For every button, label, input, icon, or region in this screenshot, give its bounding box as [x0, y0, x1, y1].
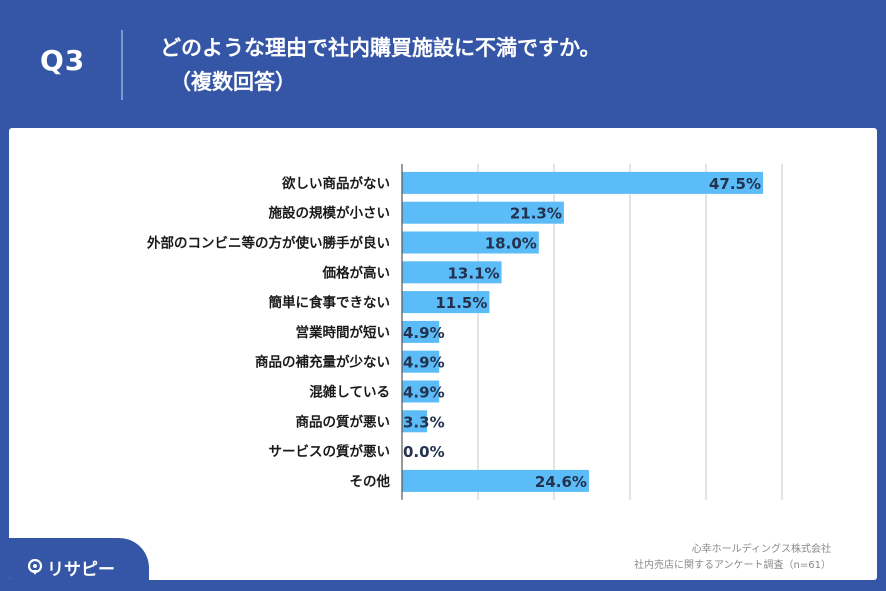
data-label: 11.5%: [435, 294, 487, 312]
brand-tab: [9, 538, 149, 580]
data-label: 24.6%: [535, 473, 587, 491]
data-label: 4.9%: [403, 384, 445, 402]
bar: [402, 350, 440, 373]
data-label: 13.1%: [448, 264, 500, 282]
question-number: Q3: [40, 44, 86, 77]
bar: [402, 410, 428, 433]
bar: [402, 171, 763, 194]
bar: [402, 261, 502, 284]
category-label: サービスの質が悪い: [269, 443, 391, 460]
data-label: 4.9%: [403, 354, 445, 372]
bar: [402, 320, 440, 343]
category-label: 施設の規模が小さい: [269, 205, 391, 222]
header-divider: [121, 30, 123, 100]
category-label: 簡単に食事できない: [269, 294, 391, 311]
category-label: その他: [350, 473, 391, 490]
data-label: 0.0%: [403, 443, 445, 461]
chart-panel: 欲しい商品がない 47.5% 施設の規模が小さい 21.3% 外部のコンビニ等の方が使い…: [9, 128, 877, 580]
category-label: 営業時間が短い: [296, 324, 391, 341]
category-label: 混雑している: [309, 384, 390, 401]
bar-chart: 欲しい商品がない 47.5% 施設の規模が小さい 21.3% 外部のコンビニ等の方が使い…: [147, 164, 783, 500]
data-label: 47.5%: [709, 175, 761, 193]
data-label: 18.0%: [485, 235, 537, 253]
category-label: 価格が高い: [322, 264, 391, 281]
data-label: 4.9%: [403, 324, 445, 342]
category-label: 商品の質が悪い: [296, 413, 391, 430]
category-label: 商品の補充量が少ない: [255, 354, 390, 371]
bar: [402, 291, 490, 314]
source-company: 心幸ホールディングス株式会社: [691, 544, 831, 555]
data-label: 21.3%: [510, 205, 562, 223]
source-survey: 社内売店に関するアンケート調査（n=61）: [633, 560, 831, 571]
question-subtitle: （複数回答）: [170, 70, 296, 94]
data-label: 3.3%: [403, 413, 445, 431]
header: Q3 どのような理由で社内購買施設に不満ですか。 （複数回答）: [0, 0, 886, 128]
bar: [402, 201, 564, 224]
bar: [402, 231, 539, 254]
map-pin-icon: [27, 559, 43, 575]
category-label: 外部のコンビニ等の方が使い勝手が良い: [147, 235, 390, 252]
question-title: どのような理由で社内購買施設に不満ですか。: [160, 36, 601, 60]
bar: [402, 469, 589, 492]
brand-logo: リサピー: [47, 560, 115, 580]
category-label: 欲しい商品がない: [281, 175, 390, 192]
bar: [402, 380, 440, 403]
